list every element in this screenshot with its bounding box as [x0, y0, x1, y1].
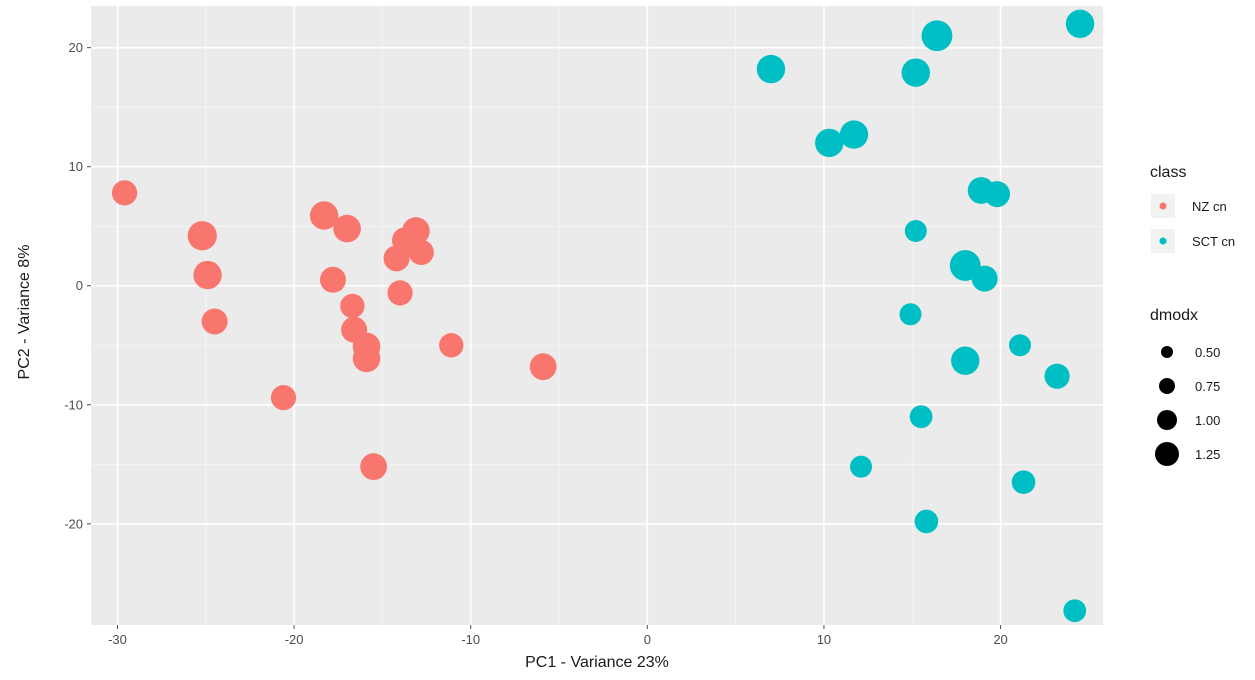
size-legend-circle	[1159, 378, 1175, 394]
legend-label: SCT cn	[1192, 234, 1235, 249]
y-axis-ticks: -20 -10 0 10 20	[64, 40, 91, 531]
size-legend-title: dmodx	[1150, 307, 1198, 324]
legend-swatch	[1159, 237, 1167, 245]
y-tick-label: 20	[69, 40, 83, 55]
y-tick-label: -20	[64, 516, 83, 531]
point-nz-cn	[408, 239, 434, 266]
point-sct-cn	[971, 265, 998, 292]
point-sct-cn	[984, 181, 1011, 208]
y-axis-title: PC2 - Variance 8%	[16, 245, 33, 380]
point-sct-cn	[850, 455, 873, 478]
y-tick-label: 0	[76, 278, 83, 293]
point-nz-cn	[352, 344, 381, 373]
color-legend-entries: NZ cn SCT cn	[1151, 194, 1235, 253]
point-nz-cn	[111, 180, 138, 206]
point-nz-cn	[340, 293, 365, 319]
major-grid	[91, 6, 1103, 625]
data-points	[111, 9, 1095, 623]
y-tick-label: 10	[69, 159, 83, 174]
point-nz-cn	[529, 353, 557, 381]
point-nz-cn	[402, 217, 430, 245]
point-sct-cn	[1063, 599, 1087, 623]
point-nz-cn	[360, 453, 387, 481]
x-axis-title: PC1 - Variance 23%	[525, 654, 669, 671]
point-sct-cn	[951, 346, 980, 375]
point-nz-cn	[439, 333, 464, 358]
legend-swatch	[1159, 202, 1167, 210]
point-sct-cn	[1008, 334, 1031, 357]
point-sct-cn	[1065, 9, 1095, 39]
point-sct-cn	[756, 54, 786, 84]
point-nz-cn	[193, 260, 222, 290]
point-sct-cn	[904, 219, 927, 242]
plot-panel	[91, 6, 1103, 625]
size-legend-label: 0.75	[1195, 379, 1220, 394]
legend-label: NZ cn	[1192, 199, 1227, 214]
point-nz-cn	[333, 214, 361, 243]
point-sct-cn	[815, 128, 844, 158]
point-nz-cn	[309, 201, 339, 230]
x-tick-label: -30	[108, 632, 127, 647]
size-legend-label: 0.50	[1195, 345, 1220, 360]
point-sct-cn	[901, 58, 930, 87]
size-legend-circle	[1161, 346, 1173, 358]
point-nz-cn	[187, 221, 217, 251]
legend: class NZ cn SCT cn dmodx 0.50 0.75 1.00 1.25	[1150, 164, 1235, 466]
point-sct-cn	[839, 120, 869, 149]
size-legend-label: 1.00	[1195, 413, 1220, 428]
size-legend-circle	[1157, 410, 1177, 430]
point-sct-cn	[909, 405, 933, 429]
x-tick-label: -20	[285, 632, 304, 647]
size-legend-entries: 0.50 0.75 1.00 1.25	[1155, 345, 1220, 466]
point-sct-cn	[1011, 470, 1036, 494]
x-tick-label: -10	[461, 632, 480, 647]
x-tick-label: 10	[817, 632, 831, 647]
point-sct-cn	[899, 303, 922, 326]
color-legend-title: class	[1150, 164, 1186, 181]
point-nz-cn	[270, 385, 297, 411]
point-sct-cn	[1044, 363, 1070, 389]
point-nz-cn	[319, 266, 346, 293]
x-axis-ticks: -30 -20 -10 0 10 20	[108, 625, 1008, 647]
x-tick-label: 20	[993, 632, 1007, 647]
point-nz-cn	[201, 308, 228, 335]
y-tick-label: -10	[64, 397, 83, 412]
size-legend-circle	[1155, 442, 1179, 466]
x-tick-label: 0	[644, 632, 651, 647]
point-sct-cn	[914, 509, 939, 534]
point-nz-cn	[387, 280, 413, 306]
point-sct-cn	[921, 20, 953, 52]
size-legend-label: 1.25	[1195, 447, 1220, 462]
